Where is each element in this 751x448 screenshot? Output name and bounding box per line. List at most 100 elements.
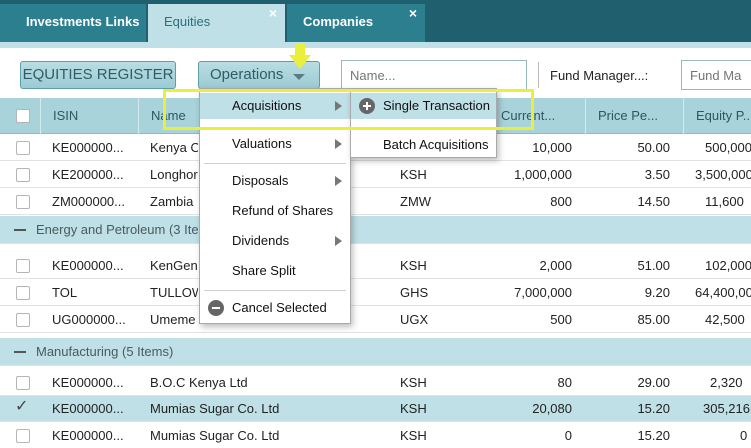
group-row-energy[interactable]: Energy and Petroleum (3 Ite: [0, 216, 751, 244]
table-row[interactable]: KE200000... Longhor KSH 1,000,000 3.50 3…: [0, 162, 751, 188]
acquisitions-submenu: Single Transaction Batch Acquisitions: [350, 88, 497, 158]
cell-currency: KSH: [400, 401, 427, 416]
cell-currency: KSH: [400, 167, 427, 182]
row-checkbox[interactable]: [16, 286, 30, 300]
cell-name: Mumias Sugar Co. Ltd: [150, 428, 280, 443]
arrow-right-icon: [335, 176, 342, 186]
cell-current: 10,000: [532, 140, 572, 155]
collapse-icon[interactable]: [14, 347, 26, 357]
cell-currency: KSH: [400, 258, 427, 273]
column-equity[interactable]: Equity P...: [683, 98, 751, 134]
column-price[interactable]: Price Pe...: [585, 98, 683, 134]
toolbar-divider: [538, 62, 539, 88]
cell-current: 500: [550, 312, 572, 327]
menu-item-valuations[interactable]: Valuations: [200, 131, 350, 157]
tab-bar: Investments Links Equities × Companies ×: [0, 0, 751, 42]
cell-price: 15.20: [637, 401, 670, 416]
cell-current: 7,000,000: [514, 285, 572, 300]
cell-price: 3.50: [644, 167, 670, 182]
tab-companies[interactable]: Companies ×: [287, 4, 425, 42]
tab-equities[interactable]: Equities ×: [148, 4, 285, 42]
table-row-selected[interactable]: ✓ KE000000... Mumias Sugar Co. Ltd KSH 2…: [0, 396, 751, 422]
arrow-right-icon: [335, 101, 342, 111]
fund-manager-input[interactable]: [681, 60, 751, 90]
cell-isin: KE000000...: [52, 258, 124, 273]
cell-equity: 305,216: [703, 401, 750, 416]
submenu-item-single-transaction[interactable]: Single Transaction: [351, 93, 496, 119]
table-row[interactable]: ZM000000... Zambia ZMW 800 14.50 11,600: [0, 189, 751, 215]
menu-item-label: Acquisitions: [232, 98, 302, 113]
cell-isin: KE000000...: [52, 140, 124, 155]
cell-isin: ZM000000...: [52, 194, 125, 209]
menu-item-label: Dividends: [232, 233, 290, 248]
select-all-checkbox[interactable]: [16, 109, 30, 123]
arrow-right-icon: [335, 139, 342, 149]
menu-item-refund-of-shares[interactable]: Refund of Shares: [200, 198, 350, 224]
cell-equity: 102,000: [705, 258, 751, 273]
annotation-arrow-icon: [289, 43, 311, 71]
cell-currency: UGX: [400, 312, 429, 327]
table-row[interactable]: UG000000... Umeme UGX 500 85.00 42,500: [0, 307, 751, 333]
cell-equity: 42,500: [705, 312, 745, 327]
cell-current: 2,000: [539, 258, 572, 273]
menu-item-acquisitions[interactable]: Acquisitions: [200, 93, 350, 119]
cell-price: 85.00: [637, 312, 670, 327]
caret-down-icon: [293, 74, 305, 80]
row-checkbox[interactable]: [16, 141, 30, 155]
tab-label: Equities: [164, 14, 211, 29]
row-checkbox[interactable]: [16, 376, 30, 390]
menu-item-label: Refund of Shares: [232, 203, 334, 218]
row-checkbox[interactable]: [16, 259, 30, 273]
tab-investments-links[interactable]: Investments Links: [0, 4, 146, 42]
cell-price: 29.00: [637, 375, 670, 390]
column-name[interactable]: Name: [138, 98, 388, 134]
submenu-item-label: Batch Acquisitions: [383, 137, 489, 152]
menu-item-dividends[interactable]: Dividends: [200, 228, 350, 254]
column-current[interactable]: Current...: [488, 98, 585, 134]
cell-isin: KE000000...: [52, 375, 124, 390]
cell-isin: UG000000...: [52, 312, 126, 327]
menu-item-label: Share Split: [232, 263, 296, 278]
table-row[interactable]: KE000000... KenGen KSH 2,000 51.00 102,0…: [0, 253, 751, 279]
table-row[interactable]: TOL TULLOW GHS 7,000,000 9.20 64,400,000: [0, 280, 751, 306]
close-icon[interactable]: ×: [408, 5, 417, 21]
cell-current: 0: [564, 428, 572, 443]
row-checkbox[interactable]: [16, 429, 30, 443]
cell-equity: 500,000: [705, 140, 751, 155]
equities-register-button[interactable]: EQUITIES REGISTER: [20, 61, 176, 89]
table-row[interactable]: KE000000... B.O.C Kenya Ltd KSH 80 29.00…: [0, 370, 751, 396]
row-checkbox[interactable]: [16, 168, 30, 182]
arrow-right-icon: [335, 236, 342, 246]
cell-equity: 0: [740, 428, 748, 443]
menu-item-cancel-selected[interactable]: Cancel Selected: [200, 295, 350, 321]
cell-name: KenGen: [150, 258, 198, 273]
menu-item-share-split[interactable]: Share Split: [200, 258, 350, 284]
submenu-item-batch-acquisitions[interactable]: Batch Acquisitions: [351, 132, 496, 158]
name-search-input[interactable]: [341, 60, 527, 90]
cell-name: Zambia: [150, 194, 194, 209]
tab-underline: [0, 42, 751, 48]
table-row[interactable]: KE000000... Mumias Sugar Co. Ltd KSH 0 1…: [0, 423, 751, 448]
group-label: Energy and Petroleum (3 Ite: [36, 222, 199, 237]
cell-current: 800: [550, 194, 572, 209]
operations-button[interactable]: Operations: [198, 61, 320, 89]
row-checkbox[interactable]: [16, 195, 30, 209]
cell-name: B.O.C Kenya Ltd: [150, 375, 248, 390]
cell-current: 80: [557, 375, 572, 390]
close-icon[interactable]: ×: [268, 5, 277, 21]
cell-name: Kenya O: [150, 140, 198, 155]
cell-equity: 64,400,000: [695, 285, 751, 300]
cell-currency: ZMW: [400, 194, 432, 209]
menu-item-disposals[interactable]: Disposals: [200, 168, 350, 194]
cell-isin: KE000000...: [52, 401, 124, 416]
row-checkbox-checked[interactable]: ✓: [15, 399, 30, 416]
plus-icon: [359, 98, 375, 114]
tab-label: Companies: [303, 14, 374, 29]
menu-divider: [204, 127, 346, 128]
group-row-manufacturing[interactable]: Manufacturing (5 Items): [0, 338, 751, 366]
column-isin[interactable]: ISIN: [40, 98, 138, 134]
cell-equity: 3,500,000: [695, 167, 751, 182]
cell-equity: 11,600: [705, 194, 744, 209]
row-checkbox[interactable]: [16, 313, 30, 327]
collapse-icon[interactable]: [14, 225, 26, 235]
